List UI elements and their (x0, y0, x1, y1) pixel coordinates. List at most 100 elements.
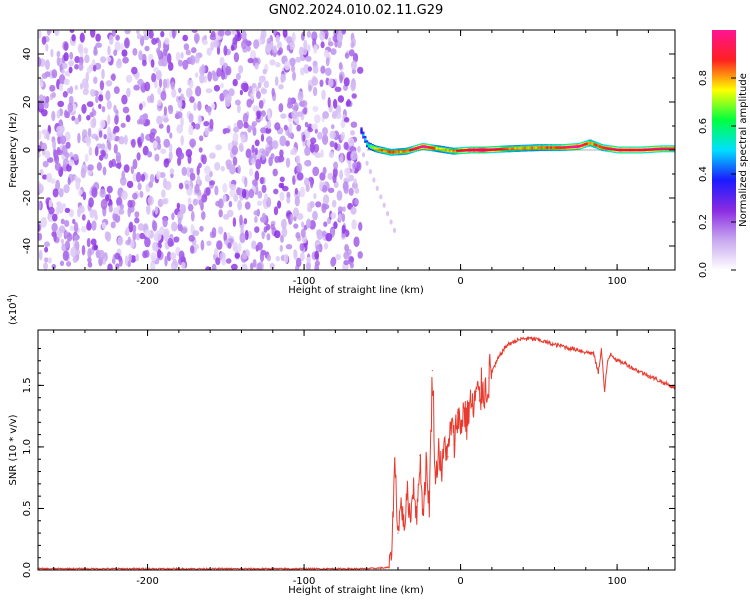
spectrogram-noise-cell (42, 174, 48, 180)
spectrogram-noise-cell (95, 135, 99, 142)
spectrogram-noise-cell (168, 106, 174, 115)
spectrogram-noise-cell (40, 142, 48, 152)
spectrogram-noise-cell (348, 187, 354, 196)
spectrogram-noise-cell (237, 104, 241, 114)
spectrogram-ridge-core (373, 147, 376, 150)
spectrogram-noise-cell (154, 153, 160, 162)
spectrogram-noise-cell (258, 100, 264, 109)
spectrogram-noise-cell (121, 49, 128, 57)
spectrogram-noise-cell (147, 151, 153, 158)
snr-data-point (431, 370, 433, 372)
spectrogram-noise-cell (132, 192, 138, 200)
spectrogram-noise-cell (238, 65, 244, 74)
spectrogram-noise-cell (180, 52, 184, 59)
spectrogram-noise-cell (194, 72, 199, 78)
spectrogram-noise-cell (195, 85, 202, 97)
spectrogram-noise-cell (64, 109, 68, 119)
snr-data-point (472, 411, 474, 414)
spectrogram-noise-cell (168, 151, 173, 161)
snr-data-point (391, 550, 393, 553)
spectrogram-ridge-core (666, 147, 669, 151)
spectrogram-ridge-core (429, 146, 433, 149)
spectrogram-noise-cell (74, 56, 81, 64)
spectrogram-noise-cell (347, 137, 355, 147)
spectrogram-noise-cell (40, 216, 47, 228)
spectrogram-noise-cell (177, 217, 182, 225)
snr-data-point (607, 360, 609, 362)
spectrogram-noise-cell (181, 166, 188, 176)
spectrogram-noise-cell (322, 111, 329, 119)
spectrogram-noise-cell (330, 258, 336, 267)
spectrogram-ridge-core (576, 145, 579, 148)
spectrogram-ridge-core (521, 146, 525, 150)
spectrogram-noise-cell (293, 250, 298, 261)
spectrogram-noise-cell (142, 250, 148, 259)
spectrogram-noise-cell (149, 173, 155, 183)
spectrogram-ridge-core (593, 143, 596, 146)
spectrogram-noise-cell (343, 184, 349, 194)
spectrogram-noise-cell (56, 50, 61, 58)
spectrogram-noise-cell (239, 214, 243, 226)
spectrogram-noise-cell (213, 248, 219, 256)
spectrogram-noise-cell (163, 106, 167, 116)
spectrogram-noise-cell (38, 224, 41, 232)
spectrogram-noise-cell (176, 202, 180, 210)
spectrogram-noise-cell (290, 213, 294, 223)
spectrogram-noise-cell (235, 99, 241, 106)
svg-text:(x104): (x104) (6, 294, 19, 325)
spectrogram-noise-cell (250, 262, 254, 270)
spectrogram-noise-cell (350, 150, 358, 161)
spectrogram-ridge-core (367, 144, 371, 148)
colorbar-tick-label: 0.0 (698, 262, 709, 278)
snr-data-point (494, 365, 496, 367)
spectrogram-ridge-core (405, 149, 408, 153)
spectrogram-noise-cell (322, 204, 330, 210)
spectrogram-noise-cell (204, 127, 210, 136)
spectrogram-noise-cell (154, 205, 159, 215)
spectrogram-y-tick-label: 40 (22, 48, 33, 61)
spectrogram-noise-cell (80, 168, 86, 179)
spectrogram-cells (38, 30, 675, 270)
spectrogram-noise-cell (239, 232, 246, 244)
spectrogram-noise-cell (233, 126, 240, 133)
spectrogram-noise-cell (121, 94, 128, 105)
spectrogram-noise-cell (307, 44, 311, 53)
spectrogram-noise-cell (225, 159, 232, 167)
spectrogram-noise-cell (107, 114, 111, 125)
snr-multiplier-base: (x10 (8, 302, 19, 325)
spectrogram-noise-cell (105, 90, 111, 101)
spectrogram-noise-cell (115, 162, 122, 169)
spectrogram-noise-cell (259, 177, 264, 185)
spectrogram-ridge-core (452, 149, 455, 153)
spectrogram-noise-cell (241, 40, 247, 50)
spectrogram-noise-cell (316, 229, 323, 241)
spectrogram-noise-cell (197, 114, 202, 126)
spectrogram-noise-cell (79, 32, 85, 43)
spectrogram-noise-cell (341, 224, 346, 234)
spectrogram-ridge-core (384, 149, 387, 153)
spectrogram-noise-cell (164, 37, 170, 45)
snr-y-tick-label: 0.5 (22, 501, 33, 517)
spectrogram-noise-cell (268, 156, 273, 167)
spectrogram-noise-cell (322, 184, 328, 193)
spectrogram-noise-cell (124, 255, 129, 266)
spectrogram-noise-cell (189, 96, 195, 103)
spectrogram-onset-streak (379, 194, 383, 200)
spectrogram-noise-cell (160, 148, 167, 154)
spectrogram-noise-cell (110, 74, 116, 81)
spectrogram-noise-cell (38, 30, 42, 39)
spectrogram-noise-cell (126, 180, 134, 189)
spectrogram-noise-cell (344, 117, 350, 123)
spectrogram-noise-cell (327, 41, 334, 47)
spectrogram-noise-cell (168, 143, 173, 152)
spectrogram-noise-cell (113, 144, 118, 154)
spectrogram-noise-cell (205, 106, 212, 113)
spectrogram-noise-cell (142, 34, 150, 41)
spectrogram-noise-cell (94, 214, 98, 221)
spectrogram-noise-cell (106, 185, 113, 194)
spectrogram-noise-cell (108, 34, 114, 45)
spectrogram-noise-cell (343, 259, 350, 266)
snr-data-point (463, 406, 465, 409)
spectrogram-noise-cell (107, 263, 113, 270)
